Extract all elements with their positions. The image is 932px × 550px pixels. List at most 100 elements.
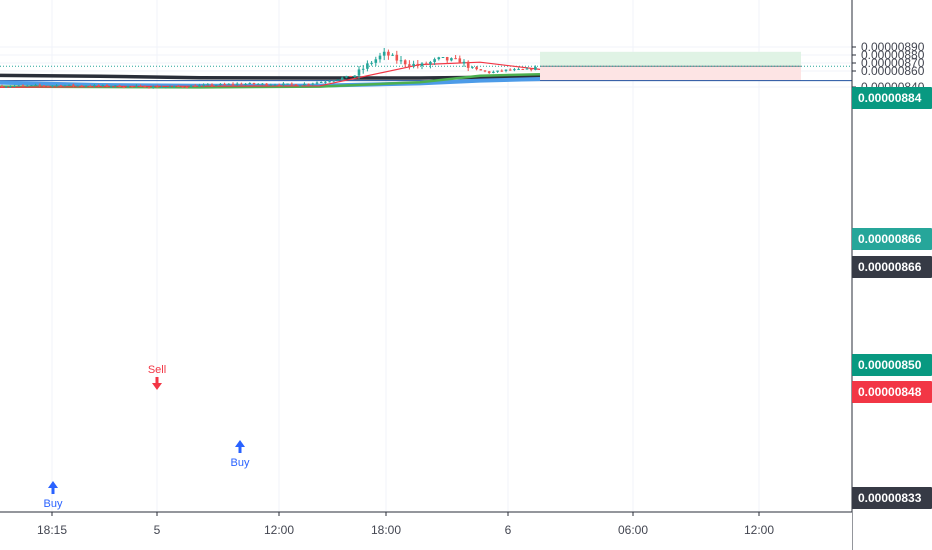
candle-body	[135, 85, 138, 87]
candle	[319, 81, 323, 83]
candle	[4, 85, 8, 89]
candle-body	[4, 86, 8, 88]
position-target-price-badge: 0.00000884	[852, 87, 932, 109]
candle-body	[227, 83, 231, 85]
candle-body	[332, 80, 336, 82]
candle-body	[88, 86, 92, 88]
candle-body	[25, 85, 29, 87]
candle	[286, 83, 289, 85]
candle-body	[252, 83, 256, 85]
position-loss-zone[interactable]	[540, 66, 801, 81]
candle-body	[97, 85, 100, 87]
candle-body	[475, 67, 478, 70]
candle	[517, 67, 520, 70]
price-tick-label: 0.00000890	[861, 40, 925, 54]
candle	[315, 81, 319, 85]
candle	[408, 60, 411, 70]
candle-body	[206, 84, 210, 86]
candle-body	[315, 82, 319, 84]
candle	[403, 59, 407, 68]
candle	[21, 84, 25, 87]
candle	[294, 84, 298, 86]
candle	[366, 60, 369, 72]
candle	[248, 82, 252, 85]
ma-line-1	[0, 73, 541, 80]
price-tick-label: 0.00000870	[861, 56, 925, 70]
candle-body	[504, 69, 508, 71]
candle	[492, 70, 495, 74]
candle-body	[336, 79, 340, 81]
candle	[130, 85, 134, 88]
candle-body	[420, 63, 424, 66]
candle	[9, 85, 12, 88]
candle	[454, 55, 457, 60]
candle-body	[437, 57, 441, 60]
candle	[17, 84, 21, 87]
position-profit-zone[interactable]	[540, 51, 801, 67]
candle-body	[126, 86, 130, 88]
candle	[416, 60, 420, 69]
candle-body	[433, 59, 436, 62]
last-price-badge: 0.00000866	[852, 228, 932, 250]
candle-body	[471, 67, 474, 69]
signal-sell: Sell	[148, 364, 166, 390]
candle	[471, 66, 474, 69]
position-tool[interactable]	[540, 51, 801, 81]
candle-body	[72, 84, 75, 86]
candle	[256, 83, 260, 85]
candle-body	[466, 61, 470, 68]
candle-body	[130, 86, 134, 88]
candle	[46, 85, 50, 87]
candle	[252, 82, 256, 86]
candle-body	[349, 75, 352, 78]
time-tick-label: 12:00	[744, 523, 774, 537]
candle	[235, 82, 239, 86]
candle	[84, 85, 88, 88]
candle	[193, 84, 197, 87]
candle	[353, 75, 357, 79]
candle	[424, 61, 428, 66]
buy-arrow-stem	[51, 488, 55, 494]
candle-body	[80, 85, 84, 87]
candle	[219, 83, 222, 86]
signal-label: Sell	[148, 364, 166, 376]
candle-body	[458, 58, 462, 64]
ma-price-badge: 0.00000850	[852, 354, 932, 376]
candle	[177, 84, 180, 88]
candle-body	[277, 84, 281, 86]
candles	[0, 47, 537, 89]
badge-label: 0.00000884	[858, 91, 922, 105]
candle-body	[168, 86, 172, 88]
candle-body	[445, 57, 449, 61]
candle	[114, 85, 117, 88]
candle	[437, 56, 441, 61]
candle	[273, 83, 277, 86]
candle	[534, 65, 537, 71]
candle-body	[534, 66, 537, 70]
candle-body	[370, 62, 373, 64]
candle	[282, 82, 285, 87]
candle	[30, 84, 33, 87]
candle	[420, 62, 424, 70]
candle	[277, 83, 281, 87]
entry-price-badge: 0.00000866	[852, 256, 932, 278]
candle-body	[101, 85, 105, 87]
time-tick-label: 18:00	[371, 523, 401, 537]
candle-body	[76, 85, 79, 87]
candle-body	[46, 85, 50, 87]
candle-body	[42, 85, 46, 87]
candle	[290, 82, 294, 86]
candle	[529, 68, 533, 72]
candle-body	[38, 84, 42, 86]
time-tick-label: 12:00	[264, 523, 294, 537]
candle	[160, 85, 163, 89]
candle-body	[244, 83, 247, 85]
candle	[340, 76, 344, 81]
time-axis[interactable]: 18:15 5 12:00 18:00 6 06:00 12:00	[0, 511, 852, 550]
time-tick-label: 06:00	[618, 523, 648, 537]
signal-buy: Buy	[231, 440, 250, 469]
buy-arrow-stem	[238, 447, 242, 453]
signal-label: Buy	[231, 457, 250, 469]
